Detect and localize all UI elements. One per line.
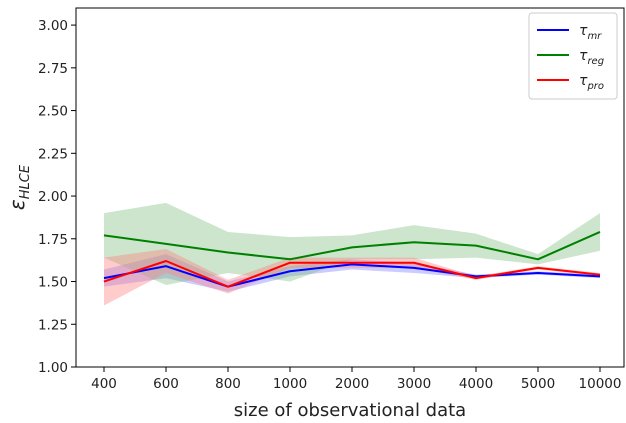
series-band-pro (104, 249, 600, 306)
x-tick-label: 4000 (459, 376, 493, 392)
series-lines (103, 231, 601, 288)
x-axis: 400 600 800 1000 2000 3000 4000 5000 10000 (91, 367, 621, 392)
confidence-bands (104, 202, 600, 306)
legend-label-mr: τmr (579, 23, 602, 42)
y-axis-title-symbol: ε (5, 199, 29, 210)
x-tick-label: 600 (153, 376, 179, 392)
y-axis-title: εHLCE (5, 164, 33, 210)
series-band-mr (104, 254, 600, 292)
legend-label-subscript: reg (587, 56, 604, 67)
y-tick-label: 1.50 (38, 275, 68, 291)
legend-label-symbol: τ (579, 73, 588, 89)
x-tick-label: 5000 (521, 376, 555, 392)
y-axis: 1.00 1.25 1.50 1.75 2.00 2.25 2.50 2.75 3.00 (38, 18, 76, 376)
legend-label-symbol: τ (579, 48, 588, 64)
legend-box (528, 12, 618, 100)
y-tick-label: 1.75 (38, 232, 68, 248)
y-tick-label: 2.50 (38, 104, 68, 120)
y-tick-label: 2.00 (38, 189, 68, 205)
x-tick-label: 800 (215, 376, 241, 392)
series-band-reg (104, 202, 600, 285)
legend-label-subscript: mr (587, 31, 602, 42)
y-axis-title-subscript: HLCE (18, 164, 33, 199)
x-tick-label: 2000 (335, 376, 369, 392)
x-tick-label: 3000 (397, 376, 431, 392)
legend-label-symbol: τ (579, 23, 588, 39)
legend-label-pro: τpro (579, 73, 604, 92)
legend-label-subscript: pro (586, 81, 604, 92)
x-tick-label: 1000 (273, 376, 307, 392)
y-tick-label: 1.25 (38, 317, 68, 333)
x-tick-label: 10000 (579, 376, 622, 392)
y-tick-label: 2.25 (38, 146, 68, 162)
legend-label-reg: τreg (579, 48, 604, 67)
y-tick-label: 1.00 (38, 360, 68, 376)
y-tick-label: 2.75 (38, 61, 68, 77)
plot-area-frame (75, 7, 625, 368)
x-tick-label: 400 (91, 376, 117, 392)
x-axis-title: size of observational data (234, 400, 466, 421)
y-tick-label: 3.00 (38, 18, 68, 34)
